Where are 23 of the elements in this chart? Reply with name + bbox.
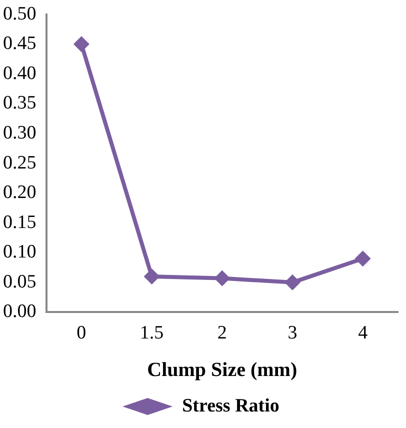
x-tick-label: 1.5 [140,322,164,344]
x-tick-label: 3 [288,322,298,344]
x-tick-label: 2 [217,322,227,344]
x-axis-title: Clump Size (mm) [147,359,298,382]
y-tick-label: 0.20 [3,182,36,204]
y-tick-label: 0.25 [3,152,36,174]
point [73,36,90,52]
y-tick-label: 0.05 [3,271,36,292]
x-tick-label: 4 [358,322,368,344]
point [144,268,160,284]
y-tick-label: 0.10 [3,242,36,263]
y-tick-label: 0.40 [3,62,36,84]
x-tick-label: 0 [76,322,86,344]
y-tick-label: 0.30 [3,122,36,144]
y-tick-label: 0.15 [3,212,36,233]
point [354,250,371,267]
y-tick-label: 0.35 [3,92,36,114]
point [214,270,230,286]
y-tick-label: 0.00 [3,301,36,322]
y-tick-label: 0.50 [3,3,36,24]
legend-label: Stress Ratio [182,395,280,416]
y-tick-label: 0.45 [3,33,36,54]
point [284,274,300,290]
